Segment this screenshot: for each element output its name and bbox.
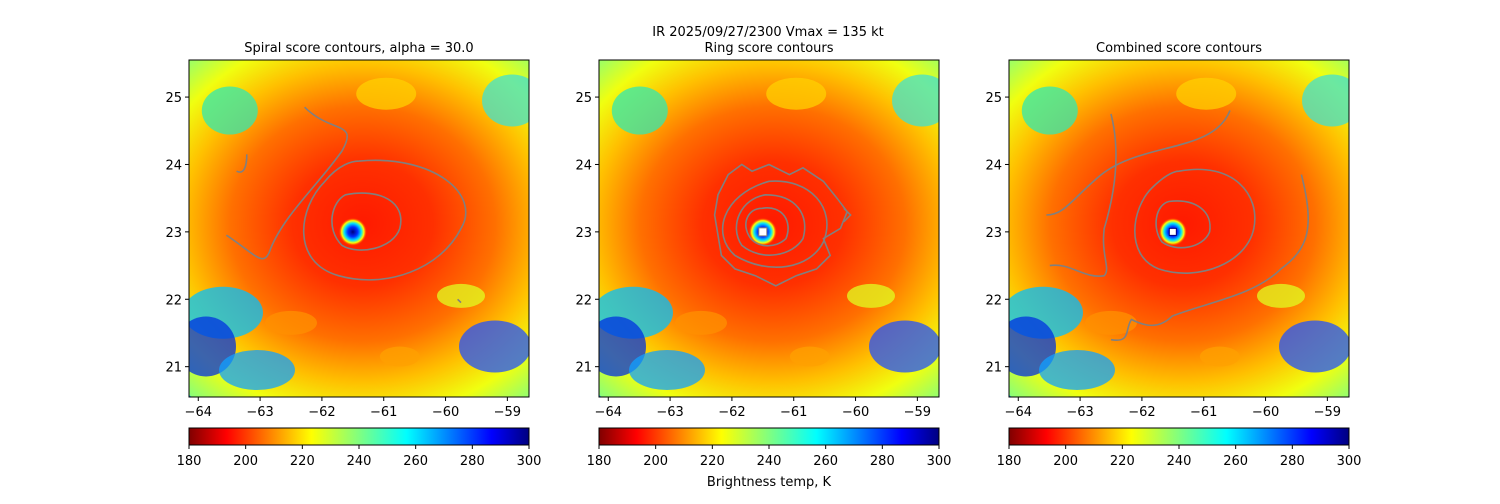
y-tick-label: 25 <box>985 91 1002 106</box>
colorbar-tick-label: 220 <box>1110 454 1135 469</box>
x-tick-label: −60 <box>432 405 459 420</box>
y-tick-label: 22 <box>575 293 592 308</box>
y-tick-label: 24 <box>985 158 1002 173</box>
y-tick-label: 23 <box>575 226 592 241</box>
colorbar-tick-label: 300 <box>517 454 542 469</box>
colorbar: 180 200 220 240 260 280 300 <box>587 427 952 469</box>
colorbar-tick-label: 280 <box>1280 454 1305 469</box>
y-tick-label: 21 <box>165 361 182 376</box>
y-tick-label: 25 <box>165 91 182 106</box>
colorbar-tick-label: 200 <box>233 454 258 469</box>
colorbar-tick-label: 220 <box>700 454 725 469</box>
panel-3: Combined score contours −64 −63 −62 −61 −60 −5… <box>985 41 1362 469</box>
x-tick-label: −63 <box>246 405 273 420</box>
ir-image <box>1009 60 1349 397</box>
y-tick-label: 24 <box>165 158 182 173</box>
x-tick-label: −61 <box>780 405 807 420</box>
x-tick-label: −63 <box>1066 405 1093 420</box>
score-contours <box>1046 110 1309 342</box>
panel-title: Combined score contours <box>1096 41 1262 56</box>
x-tick-label: −60 <box>842 405 869 420</box>
y-tick-label: 21 <box>985 361 1002 376</box>
panel-title: Spiral score contours, alpha = 30.0 <box>244 41 473 56</box>
colorbar-tick-label: 280 <box>460 454 485 469</box>
colorbar-tick-label: 260 <box>813 454 838 469</box>
center-marker <box>758 227 768 237</box>
x-tick-label: −59 <box>1314 405 1341 420</box>
colorbar-tick-label: 280 <box>870 454 895 469</box>
panel-2: Ring score contours −64 −63 −62 −61 −60 −59 21 2… <box>575 41 952 469</box>
ir-image <box>189 60 529 397</box>
figure-suptitle: IR 2025/09/27/2300 Vmax = 135 kt <box>652 25 883 40</box>
y-tick-label: 25 <box>575 91 592 106</box>
score-contours <box>225 106 467 304</box>
x-tick-label: −59 <box>494 405 521 420</box>
colorbar-tick-label: 180 <box>177 454 202 469</box>
x-tick-label: −62 <box>1128 405 1155 420</box>
colorbar-tick-label: 200 <box>1053 454 1078 469</box>
colorbar: 180 200 220 240 260 280 300 <box>177 427 542 469</box>
x-tick-label: −59 <box>904 405 931 420</box>
colorbar-gradient <box>598 427 940 446</box>
colorbar-tick-label: 180 <box>997 454 1022 469</box>
x-tick-label: −62 <box>718 405 745 420</box>
x-tick-label: −64 <box>595 405 622 420</box>
x-tick-label: −64 <box>1005 405 1032 420</box>
score-contours <box>713 163 852 287</box>
y-tick-label: 22 <box>165 293 182 308</box>
axes-frame <box>1008 59 1350 398</box>
colorbar-tick-label: 200 <box>643 454 668 469</box>
y-tick-label: 22 <box>985 293 1002 308</box>
colorbar-tick-label: 300 <box>1337 454 1362 469</box>
colorbar: 180 200 220 240 260 280 300 <box>997 427 1362 469</box>
panel-title: Ring score contours <box>704 41 833 56</box>
colorbar-gradient <box>188 427 530 446</box>
center-marker <box>1168 227 1177 236</box>
axes-frame <box>598 59 940 398</box>
x-tick-label: −62 <box>308 405 335 420</box>
colorbar-tick-label: 240 <box>347 454 372 469</box>
panel-1: Spiral score contours, alpha = 30.0 −64 −6… <box>165 41 542 469</box>
y-tick-label: 21 <box>575 361 592 376</box>
axes-frame <box>188 59 530 398</box>
x-tick-label: −60 <box>1252 405 1279 420</box>
y-tick-label: 23 <box>985 226 1002 241</box>
colorbar-tick-label: 240 <box>1167 454 1192 469</box>
ir-image <box>599 60 939 397</box>
y-tick-label: 24 <box>575 158 592 173</box>
colorbar-tick-label: 220 <box>290 454 315 469</box>
colorbar-label: Brightness temp, K <box>707 475 832 490</box>
x-tick-label: −61 <box>1190 405 1217 420</box>
colorbar-tick-label: 300 <box>927 454 952 469</box>
colorbar-gradient <box>1008 427 1350 446</box>
colorbar-tick-label: 240 <box>757 454 782 469</box>
colorbar-tick-label: 180 <box>587 454 612 469</box>
storm-eye <box>338 217 367 246</box>
x-tick-label: −64 <box>185 405 212 420</box>
colorbar-tick-label: 260 <box>403 454 428 469</box>
x-tick-label: −61 <box>370 405 397 420</box>
x-tick-label: −63 <box>656 405 683 420</box>
y-tick-label: 23 <box>165 226 182 241</box>
colorbar-tick-label: 260 <box>1223 454 1248 469</box>
